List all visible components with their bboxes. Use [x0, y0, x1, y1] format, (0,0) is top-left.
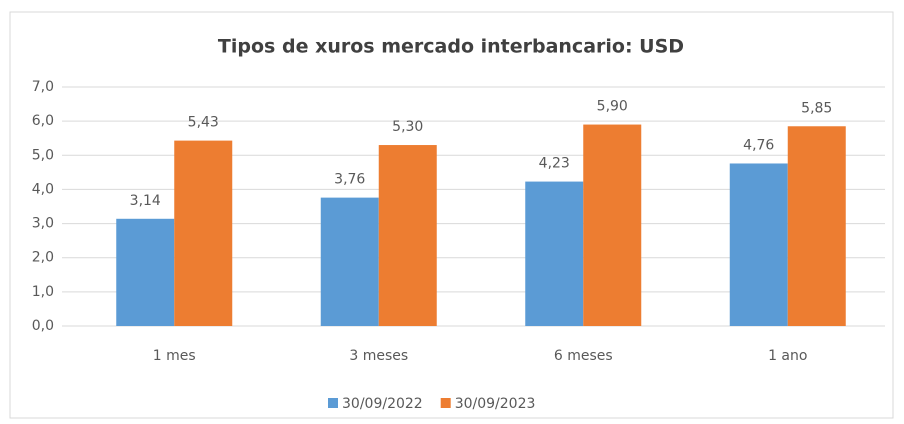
data-label: 5,90: [597, 99, 628, 115]
y-tick-label: 5,0: [32, 147, 54, 163]
data-label: 5,30: [392, 119, 423, 135]
bar: [116, 218, 175, 326]
y-tick-label: 6,0: [32, 113, 54, 129]
y-tick-label: 3,0: [32, 216, 54, 232]
data-label: 4,23: [539, 156, 570, 172]
data-label: 5,85: [801, 100, 832, 116]
data-label: 5,43: [188, 115, 219, 131]
y-tick-label: 1,0: [32, 284, 54, 300]
data-label: 3,14: [130, 193, 161, 209]
legend-label: 30/09/2023: [455, 396, 536, 412]
x-tick-label: 6 meses: [554, 348, 613, 364]
bar: [729, 163, 788, 326]
bar: [320, 197, 379, 326]
chart-title: Tipos de xuros mercado interbancario: US…: [218, 36, 684, 58]
x-tick-label: 1 ano: [768, 348, 807, 364]
data-label: 3,76: [334, 172, 365, 188]
x-tick-label: 1 mes: [153, 348, 196, 364]
bar: [583, 124, 642, 326]
bar: [378, 145, 437, 326]
y-tick-label: 0,0: [32, 318, 54, 334]
bar: [787, 126, 846, 326]
y-tick-label: 2,0: [32, 250, 54, 266]
x-tick-label: 3 meses: [349, 348, 408, 364]
legend-swatch: [328, 398, 338, 408]
legend-swatch: [440, 398, 451, 408]
bar: [174, 140, 233, 326]
data-label: 4,76: [743, 137, 774, 153]
y-tick-label: 7,0: [32, 79, 54, 95]
y-tick-label: 4,0: [32, 181, 54, 197]
legend-label: 30/09/2022: [342, 396, 423, 412]
bar: [525, 181, 584, 326]
